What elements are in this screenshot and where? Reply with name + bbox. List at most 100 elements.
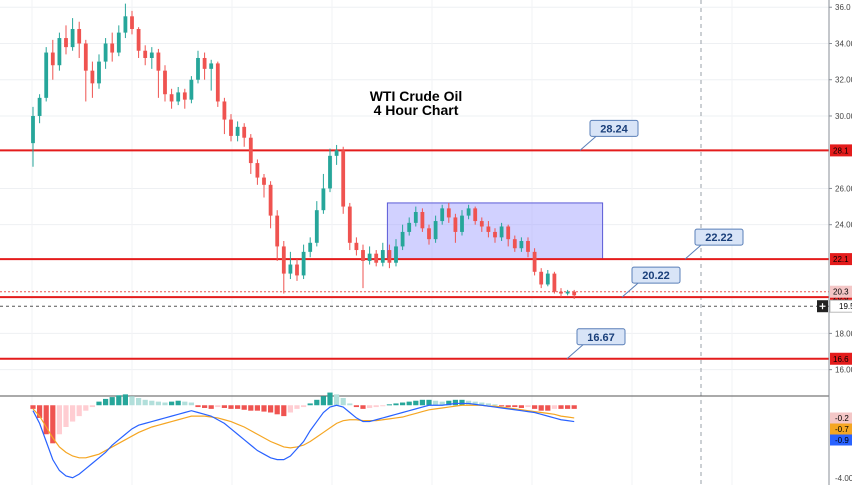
candle-body	[189, 79, 194, 100]
candle	[539, 268, 544, 289]
price-axis-layer[interactable]: 36.0 34.00 32.00 30.00 26.00 24.00 18.00 16.00 2…	[817, 0, 852, 485]
histogram-bar	[492, 404, 498, 406]
candle	[77, 21, 82, 58]
candle	[334, 144, 339, 165]
histogram-bar	[175, 400, 181, 406]
candle	[433, 215, 438, 243]
candle-body	[446, 208, 451, 218]
candle-body	[453, 217, 458, 232]
candle	[361, 244, 365, 289]
candle	[110, 32, 115, 62]
candle-body	[116, 32, 121, 53]
candle	[123, 3, 128, 39]
axis-tick-label: 26.00	[835, 184, 852, 193]
candle-body	[255, 163, 260, 178]
candle-body	[367, 253, 372, 261]
candle-body	[44, 52, 49, 98]
candle-body	[202, 57, 207, 69]
histogram-bar	[393, 403, 399, 406]
histogram-bar	[103, 398, 109, 406]
candle-body	[97, 61, 101, 84]
candle	[242, 123, 247, 147]
histogram-bar	[320, 396, 326, 406]
callout-pointer	[566, 344, 584, 360]
candle	[413, 206, 418, 227]
histogram-bar	[182, 401, 188, 406]
candle-body	[354, 242, 359, 251]
candle	[37, 94, 42, 124]
candle	[479, 217, 484, 232]
histogram-bar	[472, 401, 478, 406]
candle-body	[215, 63, 220, 102]
candle	[559, 288, 563, 298]
candle-body	[552, 273, 557, 292]
candle-body	[427, 228, 431, 240]
candle	[572, 289, 577, 299]
candle	[156, 48, 161, 98]
histogram-bar	[386, 404, 392, 406]
candle-body	[493, 231, 497, 238]
candle	[321, 173, 326, 214]
candle	[163, 65, 167, 102]
candle-body	[473, 208, 478, 222]
histogram-bar	[274, 405, 280, 415]
candle	[262, 173, 266, 198]
histogram-bar	[208, 405, 214, 409]
histogram-bar	[202, 405, 208, 408]
candle	[288, 251, 293, 280]
histogram-bar	[228, 405, 234, 409]
candle	[149, 47, 154, 69]
histogram-bar	[221, 405, 227, 408]
candle	[512, 235, 517, 252]
candle	[57, 32, 62, 71]
macd-line	[32, 402, 575, 479]
histogram-bar	[248, 405, 254, 411]
histogram-bar	[96, 401, 102, 406]
level-callout: 16.67	[566, 328, 626, 360]
callout-label: 22.22	[705, 232, 733, 244]
candle-body	[506, 226, 511, 240]
candle-body	[374, 253, 379, 263]
histogram-bar	[360, 405, 366, 409]
candle-body	[275, 215, 280, 247]
histogram-bar	[551, 405, 557, 409]
candle	[347, 202, 352, 251]
price-axis[interactable]	[829, 0, 852, 485]
candle	[460, 210, 464, 236]
candle	[97, 54, 101, 89]
candle-body	[361, 250, 365, 261]
histogram-bar	[142, 399, 148, 406]
candle-body	[143, 50, 148, 58]
histogram-bar	[538, 405, 544, 411]
level-axis-tag	[830, 352, 852, 365]
candle	[420, 208, 425, 232]
indicator-tick-label: -4.00	[835, 474, 852, 483]
histogram-bar	[446, 400, 452, 406]
candle	[222, 97, 227, 135]
candle-body	[229, 119, 233, 136]
candle	[380, 242, 385, 267]
candle	[565, 289, 570, 296]
candle-body	[572, 291, 577, 296]
candle-body	[288, 264, 293, 274]
histogram-bar	[149, 400, 155, 406]
candle-body	[394, 246, 398, 263]
candle	[209, 59, 214, 91]
candle-body	[328, 155, 332, 189]
histogram-bar	[334, 394, 340, 406]
candle-body	[222, 101, 227, 120]
candle-body	[169, 94, 174, 102]
candle-body	[526, 240, 530, 252]
candle-body	[519, 240, 524, 249]
candle-body	[347, 206, 352, 243]
histogram-bar	[505, 405, 511, 408]
candle	[407, 217, 412, 236]
histogram-bar	[485, 403, 491, 406]
axis-tick-label: 36.0	[835, 3, 851, 12]
candle	[367, 246, 372, 265]
candle-body	[334, 150, 339, 156]
level-axis-tag	[830, 144, 852, 157]
candle	[116, 25, 121, 57]
candle-body	[499, 226, 504, 238]
